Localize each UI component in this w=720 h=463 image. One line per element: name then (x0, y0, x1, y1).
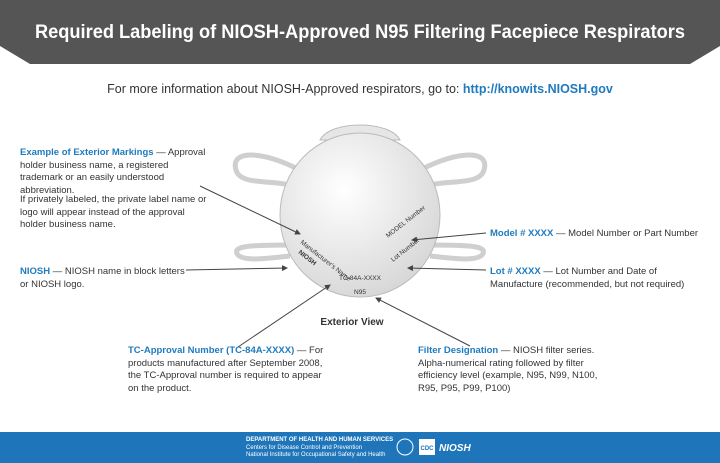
footer-text: DEPARTMENT OF HEALTH AND HUMAN SERVICES … (246, 437, 393, 460)
exterior-note: If privately labeled, the private label … (20, 194, 207, 230)
cdc-logo-box (419, 439, 435, 455)
title: Required Labeling of NIOSH-Approved N95 … (35, 22, 685, 43)
straps (232, 152, 488, 262)
mask-tc: TC-84A-XXXX (339, 275, 382, 282)
text: — NIOSH name in block letters or NIOSH l… (20, 266, 185, 290)
label: Filter Designation (418, 345, 499, 356)
tc-annotation: TC-Approval Number (TC-84A-XXXX) — For p… (128, 345, 328, 395)
cdc-full: Centers for Disease Control and Preventi… (246, 444, 363, 451)
label: NIOSH (20, 266, 51, 277)
mask (279, 132, 441, 298)
lot-annotation: Lot # XXXX — Lot Number and Date of Manu… (490, 266, 705, 291)
label: TC-Approval Number (TC-84A-XXXX) (128, 345, 295, 356)
text: — Model Number or Part Number (556, 228, 699, 239)
niosh-logo: NIOSH (439, 443, 471, 454)
footer-band (0, 432, 720, 463)
text: — Approval holder business name, a regis… (20, 147, 206, 196)
model-annotation: Model # XXXX — Model Number or Part Numb… (490, 228, 710, 241)
text: — Lot Number and Date of Manufacture (re… (490, 266, 685, 290)
filter-annotation: Filter Designation — NIOSH filter series… (418, 345, 618, 395)
header-band (0, 0, 720, 64)
cdc-logo: CDC (421, 446, 435, 452)
caption: Exterior View (320, 317, 383, 328)
dept: DEPARTMENT OF HEALTH AND HUMAN SERVICES (246, 437, 394, 443)
label: Example of Exterior Markings (20, 147, 154, 158)
info-line: For more information about NIOSH-Approve… (0, 82, 720, 96)
arrows (185, 185, 487, 348)
text: — NIOSH filter series. Alpha-numerical r… (418, 345, 598, 394)
mask-filter: N95 (354, 289, 366, 296)
label: Lot # XXXX (490, 266, 541, 277)
exterior-annotation: Example of Exterior Markings — Approval … (20, 147, 212, 197)
hhs-logo (396, 438, 414, 456)
info-text: For more information about NIOSH-Approve… (107, 82, 460, 96)
niosh-annotation: NIOSH — NIOSH name in block letters or N… (20, 266, 190, 291)
niosh-full: National Institute for Occupational Safe… (246, 452, 386, 458)
info-link[interactable]: http://knowits.NIOSH.gov (462, 82, 613, 96)
text: — For products manufactured after Septem… (128, 345, 324, 394)
label: Model # XXXX (490, 228, 554, 239)
